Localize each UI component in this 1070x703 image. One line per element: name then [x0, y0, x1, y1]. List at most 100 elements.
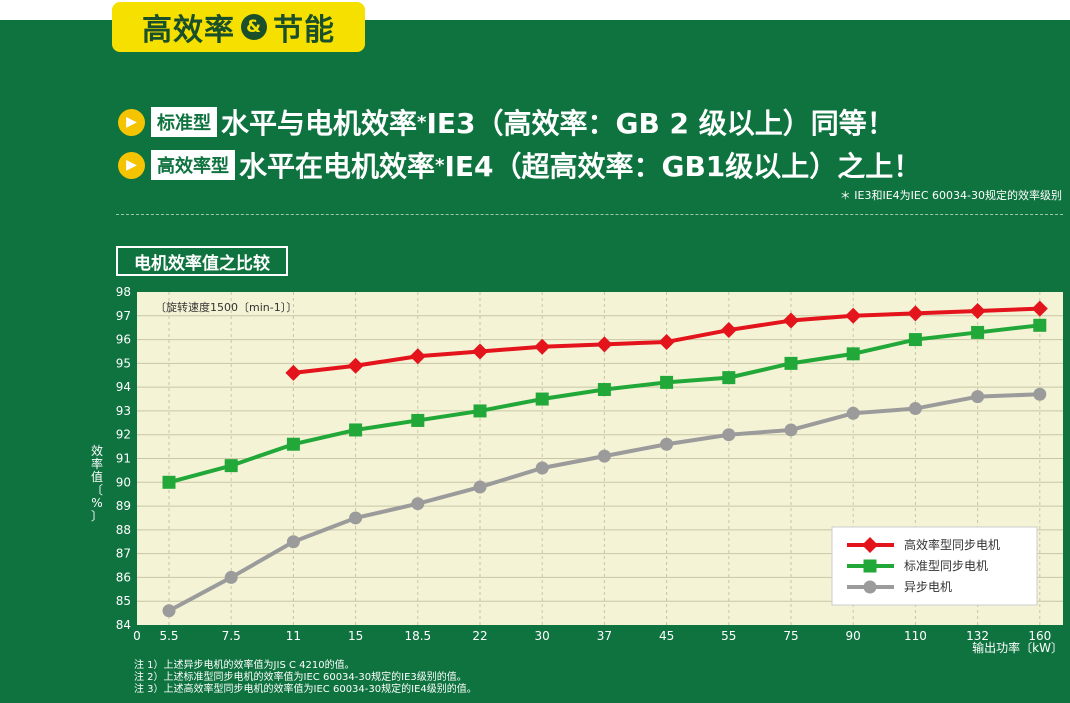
- x-tick-label: 132: [966, 629, 989, 643]
- legend-swatch-marker: [862, 537, 878, 553]
- data-point-0: [845, 307, 862, 324]
- y-tick-label: 90: [116, 475, 131, 489]
- data-point-0: [720, 322, 737, 339]
- y-tick-label: 94: [116, 380, 131, 394]
- data-point-2: [411, 497, 425, 511]
- headline-high-efficiency: ▶ 高效率型 水平在电机效率 * IE4（超高效率：GB1级以上）之上！: [118, 146, 921, 184]
- tag-part2: 节能: [273, 13, 335, 48]
- note-2: 注 2）上述标准型同步电机的效率值为IEC 60034-30规定的IE3级别的值…: [134, 672, 467, 683]
- play-arrow-icon: ▶: [118, 151, 145, 179]
- speed-annotation: 〔旋转速度1500〔min-1〕〕: [155, 300, 297, 314]
- data-point-2: [971, 390, 985, 404]
- chart-title: 电机效率值之比较: [116, 246, 288, 276]
- data-point-0: [472, 343, 488, 360]
- x-tick-label: 37: [597, 629, 612, 643]
- efficiency-footnote: ＊ IE3和IE4为IEC 60034-30规定的效率级别: [839, 189, 1062, 202]
- data-point-1: [908, 333, 922, 347]
- headline-star: *: [435, 154, 445, 176]
- x-tick-label: 11: [286, 629, 301, 643]
- y-axis-label-char: 率: [91, 456, 103, 471]
- y-tick-label: 95: [116, 356, 131, 370]
- data-point-0: [596, 336, 613, 353]
- data-point-2: [535, 461, 549, 475]
- data-point-0: [285, 364, 302, 381]
- x-origin-label: 0: [133, 629, 141, 643]
- y-tick-label: 97: [116, 309, 131, 323]
- data-point-1: [286, 437, 300, 451]
- ampersand-badge: &: [241, 14, 267, 40]
- tag-part1: 高效率: [142, 13, 235, 48]
- data-point-0: [783, 312, 799, 329]
- data-point-1: [1033, 318, 1047, 332]
- data-point-1: [535, 392, 549, 406]
- data-point-1: [971, 325, 985, 339]
- x-tick-label: 30: [535, 629, 550, 643]
- data-point-1: [846, 347, 860, 361]
- y-tick-label: 87: [116, 547, 131, 561]
- x-tick-label: 18.5: [404, 629, 431, 643]
- data-point-2: [286, 535, 300, 549]
- x-tick-label: 75: [783, 629, 798, 643]
- y-axis-label-char: 效: [91, 443, 103, 458]
- x-tick-label: 22: [472, 629, 487, 643]
- y-tick-label: 93: [116, 404, 131, 418]
- data-point-2: [224, 570, 238, 584]
- y-axis-label-char: 〔: [91, 483, 103, 497]
- y-tick-label: 96: [116, 333, 131, 347]
- x-axis-label: 输出功率〔kW〕: [972, 640, 1063, 655]
- badge-high-efficiency: 高效率型: [151, 150, 235, 180]
- data-point-2: [473, 480, 487, 494]
- y-tick-label: 86: [116, 570, 131, 584]
- x-tick-label: 45: [659, 629, 674, 643]
- y-axis-label-char: 值: [91, 469, 103, 484]
- badge-standard: 标准型: [151, 107, 217, 137]
- x-tick-label: 55: [721, 629, 736, 643]
- data-point-1: [162, 475, 176, 489]
- y-tick-label: 92: [116, 428, 131, 442]
- data-point-0: [907, 305, 924, 322]
- x-tick-label: 110: [904, 629, 927, 643]
- headline-text-after: IE3（高效率：GB 2 级以上）同等！: [426, 107, 895, 140]
- data-point-1: [473, 404, 487, 418]
- data-point-2: [162, 604, 176, 618]
- headline-text-after: IE4（超高效率：GB1级以上）之上！: [444, 150, 922, 183]
- data-point-1: [411, 413, 425, 427]
- x-tick-label: 160: [1028, 629, 1051, 643]
- headline-standard: ▶ 标准型 水平与电机效率 * IE3（高效率：GB 2 级以上）同等！: [118, 103, 895, 141]
- data-point-0: [969, 303, 986, 320]
- data-point-0: [409, 348, 426, 365]
- y-tick-label: 85: [116, 594, 131, 608]
- note-3: 注 3）上述高效率型同步电机的效率值为IEC 60034-30规定的IE4级别的…: [134, 684, 477, 695]
- headline-text-before: 水平与电机效率: [221, 107, 418, 140]
- legend-label: 异步电机: [904, 580, 952, 594]
- notes: 注 1）上述异步电机的效率值为JIS C 4210的值。 注 2）上述标准型同步…: [134, 660, 477, 696]
- dashed-divider: [116, 214, 1063, 215]
- x-tick-label: 7.5: [222, 629, 241, 643]
- x-tick-label: 90: [846, 629, 861, 643]
- data-point-1: [784, 356, 798, 370]
- data-point-2: [722, 428, 736, 442]
- y-tick-label: 88: [116, 523, 131, 537]
- y-tick-label: 91: [116, 452, 131, 466]
- headline-star: *: [417, 111, 427, 133]
- data-point-0: [534, 338, 551, 355]
- legend-label: 标准型同步电机: [904, 559, 988, 573]
- y-tick-label: 84: [116, 618, 131, 632]
- data-point-1: [349, 423, 363, 437]
- data-point-2: [597, 449, 611, 463]
- data-point-2: [846, 406, 860, 420]
- y-tick-label: 89: [116, 499, 131, 513]
- legend-label: 高效率型同步电机: [904, 537, 1000, 552]
- data-point-1: [660, 375, 674, 389]
- data-point-2: [784, 423, 798, 437]
- data-point-2: [660, 437, 674, 451]
- data-point-0: [347, 357, 364, 374]
- data-point-2: [908, 402, 922, 416]
- headline-text-before: 水平在电机效率: [239, 150, 436, 183]
- y-axis-label-char: %: [91, 496, 102, 510]
- note-1: 注 1）上述异步电机的效率值为JIS C 4210的值。: [134, 660, 355, 671]
- data-point-1: [597, 383, 611, 397]
- legend-swatch-marker: [863, 559, 877, 573]
